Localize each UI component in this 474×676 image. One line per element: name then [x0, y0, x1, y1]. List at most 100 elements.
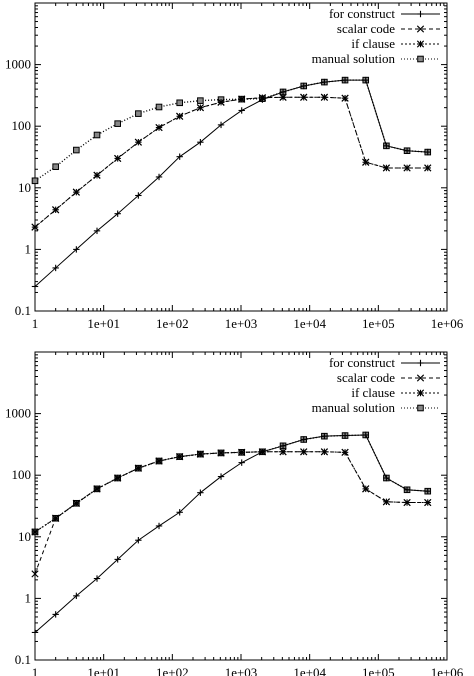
data-point	[403, 498, 411, 507]
data-point	[114, 120, 121, 127]
data-point	[93, 485, 101, 493]
data-point	[403, 147, 411, 154]
data-point	[362, 431, 369, 439]
data-point	[155, 522, 163, 530]
series-manual-solution	[31, 431, 432, 536]
data-point	[52, 514, 60, 522]
data-point	[238, 107, 245, 114]
data-point	[424, 498, 432, 507]
data-point	[73, 246, 80, 253]
data-point	[176, 509, 183, 516]
data-point	[176, 112, 184, 120]
data-point	[135, 192, 142, 199]
data-point	[362, 76, 369, 84]
data-point	[73, 146, 80, 154]
legend-marker	[416, 389, 425, 397]
data-point	[362, 158, 370, 166]
data-point	[93, 227, 101, 235]
data-point	[135, 537, 142, 544]
data-point	[197, 489, 204, 496]
data-point	[382, 164, 390, 172]
y-tick-label: 100	[12, 118, 32, 133]
legend-marker	[417, 359, 424, 367]
data-point	[424, 487, 431, 495]
x-tick-label: 1e+02	[156, 665, 189, 676]
data-point	[155, 457, 163, 465]
y-tick-label: 10	[18, 180, 31, 195]
data-point	[52, 163, 59, 171]
legend-label: for construct	[329, 6, 395, 21]
data-point	[320, 448, 328, 456]
data-point	[72, 188, 80, 196]
data-point	[31, 528, 39, 536]
legend-label: if clause	[351, 36, 395, 51]
series-for-construct	[31, 431, 431, 636]
data-point	[300, 436, 307, 443]
y-tick-label: 0.1	[15, 652, 31, 667]
series-scalar-code	[31, 448, 432, 578]
series-line	[34, 451, 428, 533]
data-point	[72, 499, 80, 507]
y-tick-label: 1	[25, 241, 32, 256]
data-point	[259, 96, 266, 103]
data-point	[52, 264, 59, 272]
data-point	[341, 94, 349, 102]
x-tick-label: 1e+04	[293, 665, 326, 676]
data-point	[31, 177, 39, 185]
legend-marker	[417, 404, 424, 412]
y-tick-label: 0.1	[15, 303, 31, 318]
data-point	[155, 103, 163, 111]
x-tick-label: 1e+02	[156, 316, 189, 331]
x-tick-label: 1e+06	[431, 665, 464, 676]
data-point	[362, 485, 370, 493]
x-tick-label: 1	[32, 316, 39, 331]
data-point	[134, 138, 142, 146]
data-point	[424, 148, 431, 156]
x-tick-label: 1	[32, 665, 39, 676]
data-point	[52, 206, 60, 214]
data-point	[197, 138, 204, 146]
data-point	[197, 97, 204, 104]
data-point	[403, 486, 411, 493]
data-point	[424, 164, 432, 172]
data-point	[341, 432, 349, 439]
data-point	[300, 448, 308, 456]
data-point	[196, 450, 204, 458]
series-scalar-code	[31, 93, 432, 231]
data-point	[52, 611, 59, 618]
data-point	[320, 93, 328, 101]
data-point	[114, 210, 121, 217]
data-point	[217, 449, 225, 457]
x-tick-label: 1e+05	[362, 316, 395, 331]
y-tick-label: 1	[25, 590, 32, 605]
x-tick-label: 1e+01	[87, 665, 120, 676]
data-point	[341, 448, 349, 456]
y-tick-label: 1000	[5, 406, 31, 421]
data-point	[403, 164, 411, 172]
y-tick-label: 1000	[5, 57, 31, 72]
data-point	[300, 82, 307, 90]
data-point	[176, 99, 183, 107]
data-point	[155, 173, 163, 181]
data-point	[176, 453, 184, 461]
data-point	[135, 110, 142, 117]
data-point	[382, 498, 390, 506]
data-point	[341, 76, 349, 84]
data-point	[31, 283, 39, 290]
legend-marker	[416, 374, 425, 382]
legend-marker	[417, 10, 424, 18]
data-point	[238, 95, 246, 103]
series-line	[34, 79, 428, 182]
series-if-clause	[31, 448, 432, 536]
series-line	[34, 434, 428, 533]
data-point	[383, 474, 390, 482]
data-point	[300, 93, 308, 101]
series-if-clause	[31, 93, 432, 231]
legend-label: manual solution	[312, 400, 396, 415]
x-tick-label: 1e+01	[87, 316, 120, 331]
data-point	[238, 459, 245, 466]
